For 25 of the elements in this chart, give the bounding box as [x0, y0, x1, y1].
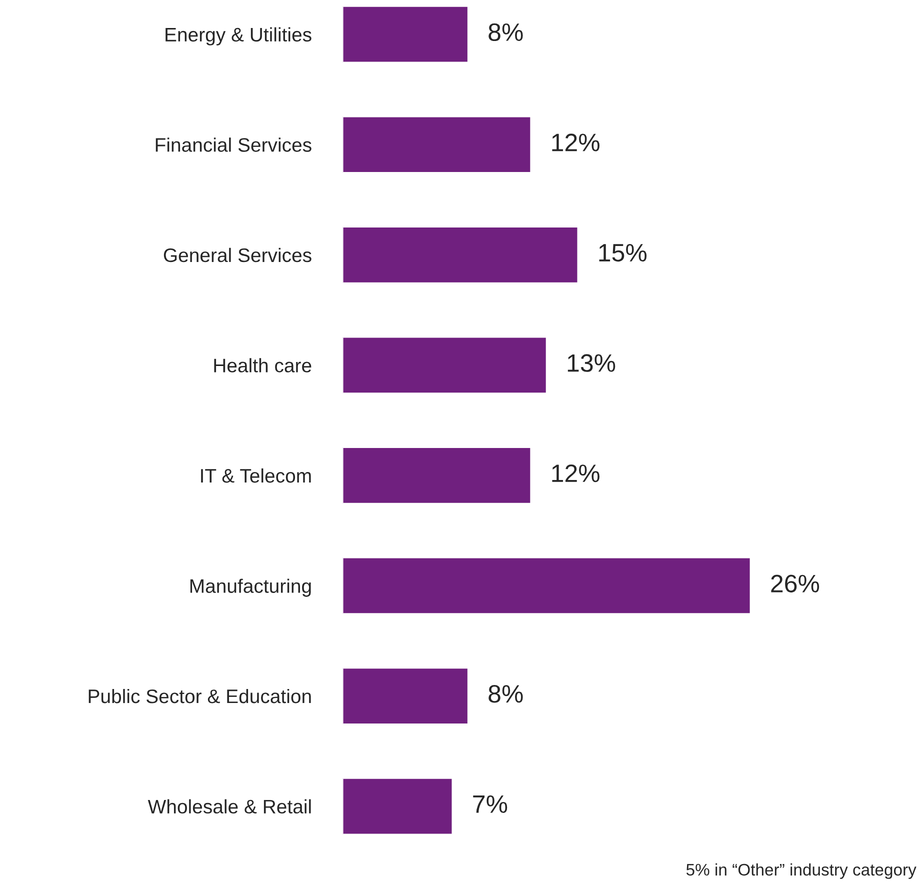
bar: [342, 116, 532, 174]
bar: [342, 556, 752, 615]
y-tick-label: Health care: [214, 358, 312, 372]
data-label: 8%: [488, 685, 523, 703]
bar: [342, 336, 548, 394]
data-label: 12%: [552, 464, 600, 482]
y-tick-label: IT & Telecom: [201, 468, 311, 483]
y-tick-label: Energy & Utilities: [166, 27, 312, 46]
bar: [342, 446, 532, 504]
data-label: 26%: [771, 574, 820, 592]
y-tick-label: Public Sector & Education: [88, 688, 311, 704]
y-tick-label: Financial Services: [156, 138, 312, 152]
data-label: 8%: [488, 23, 523, 42]
bar: [342, 667, 469, 725]
bar: [342, 777, 454, 835]
data-label: 13%: [568, 354, 616, 372]
y-tick-label: General Services: [164, 248, 312, 262]
y-tick-label: Manufacturing: [190, 578, 311, 597]
data-label: 7%: [473, 795, 508, 813]
data-label: 12%: [552, 134, 600, 152]
text: 5% in “Other” industry category: [686, 863, 916, 879]
bar: [342, 226, 579, 284]
y-tick-label: Wholesale & Retail: [148, 799, 311, 814]
data-label: 15%: [599, 244, 647, 262]
bar: [342, 6, 469, 64]
